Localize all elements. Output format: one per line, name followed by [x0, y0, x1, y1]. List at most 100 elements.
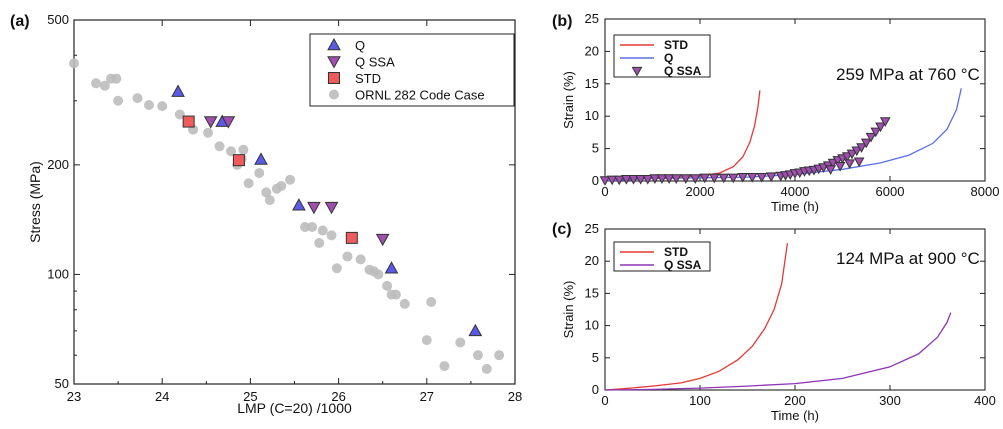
data-point: [879, 117, 891, 127]
legend-marker: [327, 56, 341, 69]
data-point: [613, 175, 625, 186]
x-tick-label: 27: [420, 389, 434, 404]
x-tick-label: 4000: [781, 184, 810, 199]
data-point: [727, 173, 739, 184]
data-point: [421, 335, 432, 346]
data-point: [326, 230, 337, 241]
x-axis-label: Time (h): [771, 199, 819, 214]
legend-entry: STD: [664, 245, 688, 259]
data-point: [656, 174, 668, 184]
data-point: [261, 187, 272, 198]
data-point: [853, 157, 865, 168]
data-point: [238, 144, 249, 155]
y-axis-label: Strain (%): [561, 71, 576, 129]
y-tick-label: 200: [47, 157, 69, 172]
y-axis-label: Strain (%): [561, 281, 576, 339]
data-point: [203, 116, 218, 129]
series-line: [604, 88, 962, 182]
y-tick-label: 25: [585, 221, 599, 236]
legend-marker: [329, 89, 339, 100]
data-point: [373, 269, 384, 280]
x-tick-label: 25: [243, 389, 257, 404]
panel-c: 0 100 200 300 400 0 5 10 15 20 25 Time (h) Strain (%…: [552, 221, 996, 423]
data-point: [439, 361, 450, 372]
legend-marker: [631, 66, 643, 77]
series-q: [604, 88, 962, 182]
x-tick-label: 0: [601, 393, 608, 408]
y-tick-label: 0: [592, 382, 599, 397]
x-tick-label: 26: [331, 389, 345, 404]
data-point: [481, 363, 492, 374]
series-line: [604, 90, 761, 182]
data-point: [708, 173, 720, 184]
data-point: [756, 173, 768, 183]
series-std: [604, 90, 761, 182]
y-tick-label: 20: [585, 43, 599, 58]
y-tick-label: 10: [585, 108, 599, 123]
data-point: [285, 174, 296, 185]
data-point: [468, 323, 483, 337]
data-point: [621, 174, 632, 185]
series-ornl-282-code-case: [69, 58, 505, 374]
data-point: [331, 263, 342, 274]
legend-entry: STD: [664, 38, 688, 52]
legend-entry: Q SSA: [664, 64, 702, 78]
series-q-ssa: [599, 117, 891, 186]
legend-entry: Q SSA: [355, 55, 395, 70]
data-point: [307, 201, 321, 215]
data-point: [870, 127, 882, 138]
data-point: [111, 73, 122, 84]
panel-label-a: (a): [10, 13, 30, 30]
x-tick-label: 28: [508, 389, 522, 404]
legend-marker: [327, 37, 341, 51]
x-tick-label: 2000: [686, 184, 715, 199]
y-tick-label: 10: [585, 318, 599, 333]
series-line: [604, 243, 789, 391]
data-point: [174, 109, 185, 120]
data-point: [628, 174, 639, 185]
data-point: [182, 115, 195, 128]
legend-entry: ORNL 282 Code Case: [355, 88, 485, 103]
data-point: [599, 176, 611, 186]
data-point: [670, 174, 682, 184]
data-point: [649, 174, 661, 184]
data-point: [860, 138, 872, 149]
data-point: [307, 221, 318, 232]
data-point: [225, 146, 236, 157]
data-point: [254, 152, 268, 165]
x-tick-label: 200: [784, 393, 806, 408]
data-point: [317, 225, 328, 236]
data-point: [91, 78, 102, 89]
series-std: [182, 115, 358, 244]
data-point: [384, 261, 399, 274]
data-point: [314, 237, 325, 248]
data-point: [214, 141, 225, 152]
data-point: [143, 100, 154, 111]
x-tick-label: 300: [879, 393, 901, 408]
legend-marker: [328, 72, 340, 84]
legend-entry: Q: [355, 38, 365, 53]
x-tick-label: 400: [974, 393, 996, 408]
series-q-ssa: [203, 116, 390, 247]
legend-entry: STD: [355, 71, 381, 86]
condition-annotation: 124 MPa at 900 °C: [836, 249, 980, 268]
x-axis-label: Time (h): [771, 408, 819, 423]
data-point: [825, 165, 836, 175]
legend-entry: Q SSA: [664, 258, 702, 272]
data-point: [718, 173, 730, 184]
data-point: [157, 101, 168, 112]
data-point: [324, 201, 339, 215]
data-point: [375, 233, 390, 247]
data-point: [113, 95, 124, 106]
data-point: [472, 350, 483, 361]
data-point: [345, 231, 358, 244]
data-point: [292, 198, 306, 211]
y-tick-label: 50: [55, 376, 69, 391]
data-point: [680, 174, 692, 184]
x-tick-label: 8000: [971, 184, 1000, 199]
data-point: [494, 350, 505, 361]
data-point: [865, 132, 877, 143]
y-tick-label: 5: [592, 350, 599, 365]
data-point: [382, 280, 393, 291]
